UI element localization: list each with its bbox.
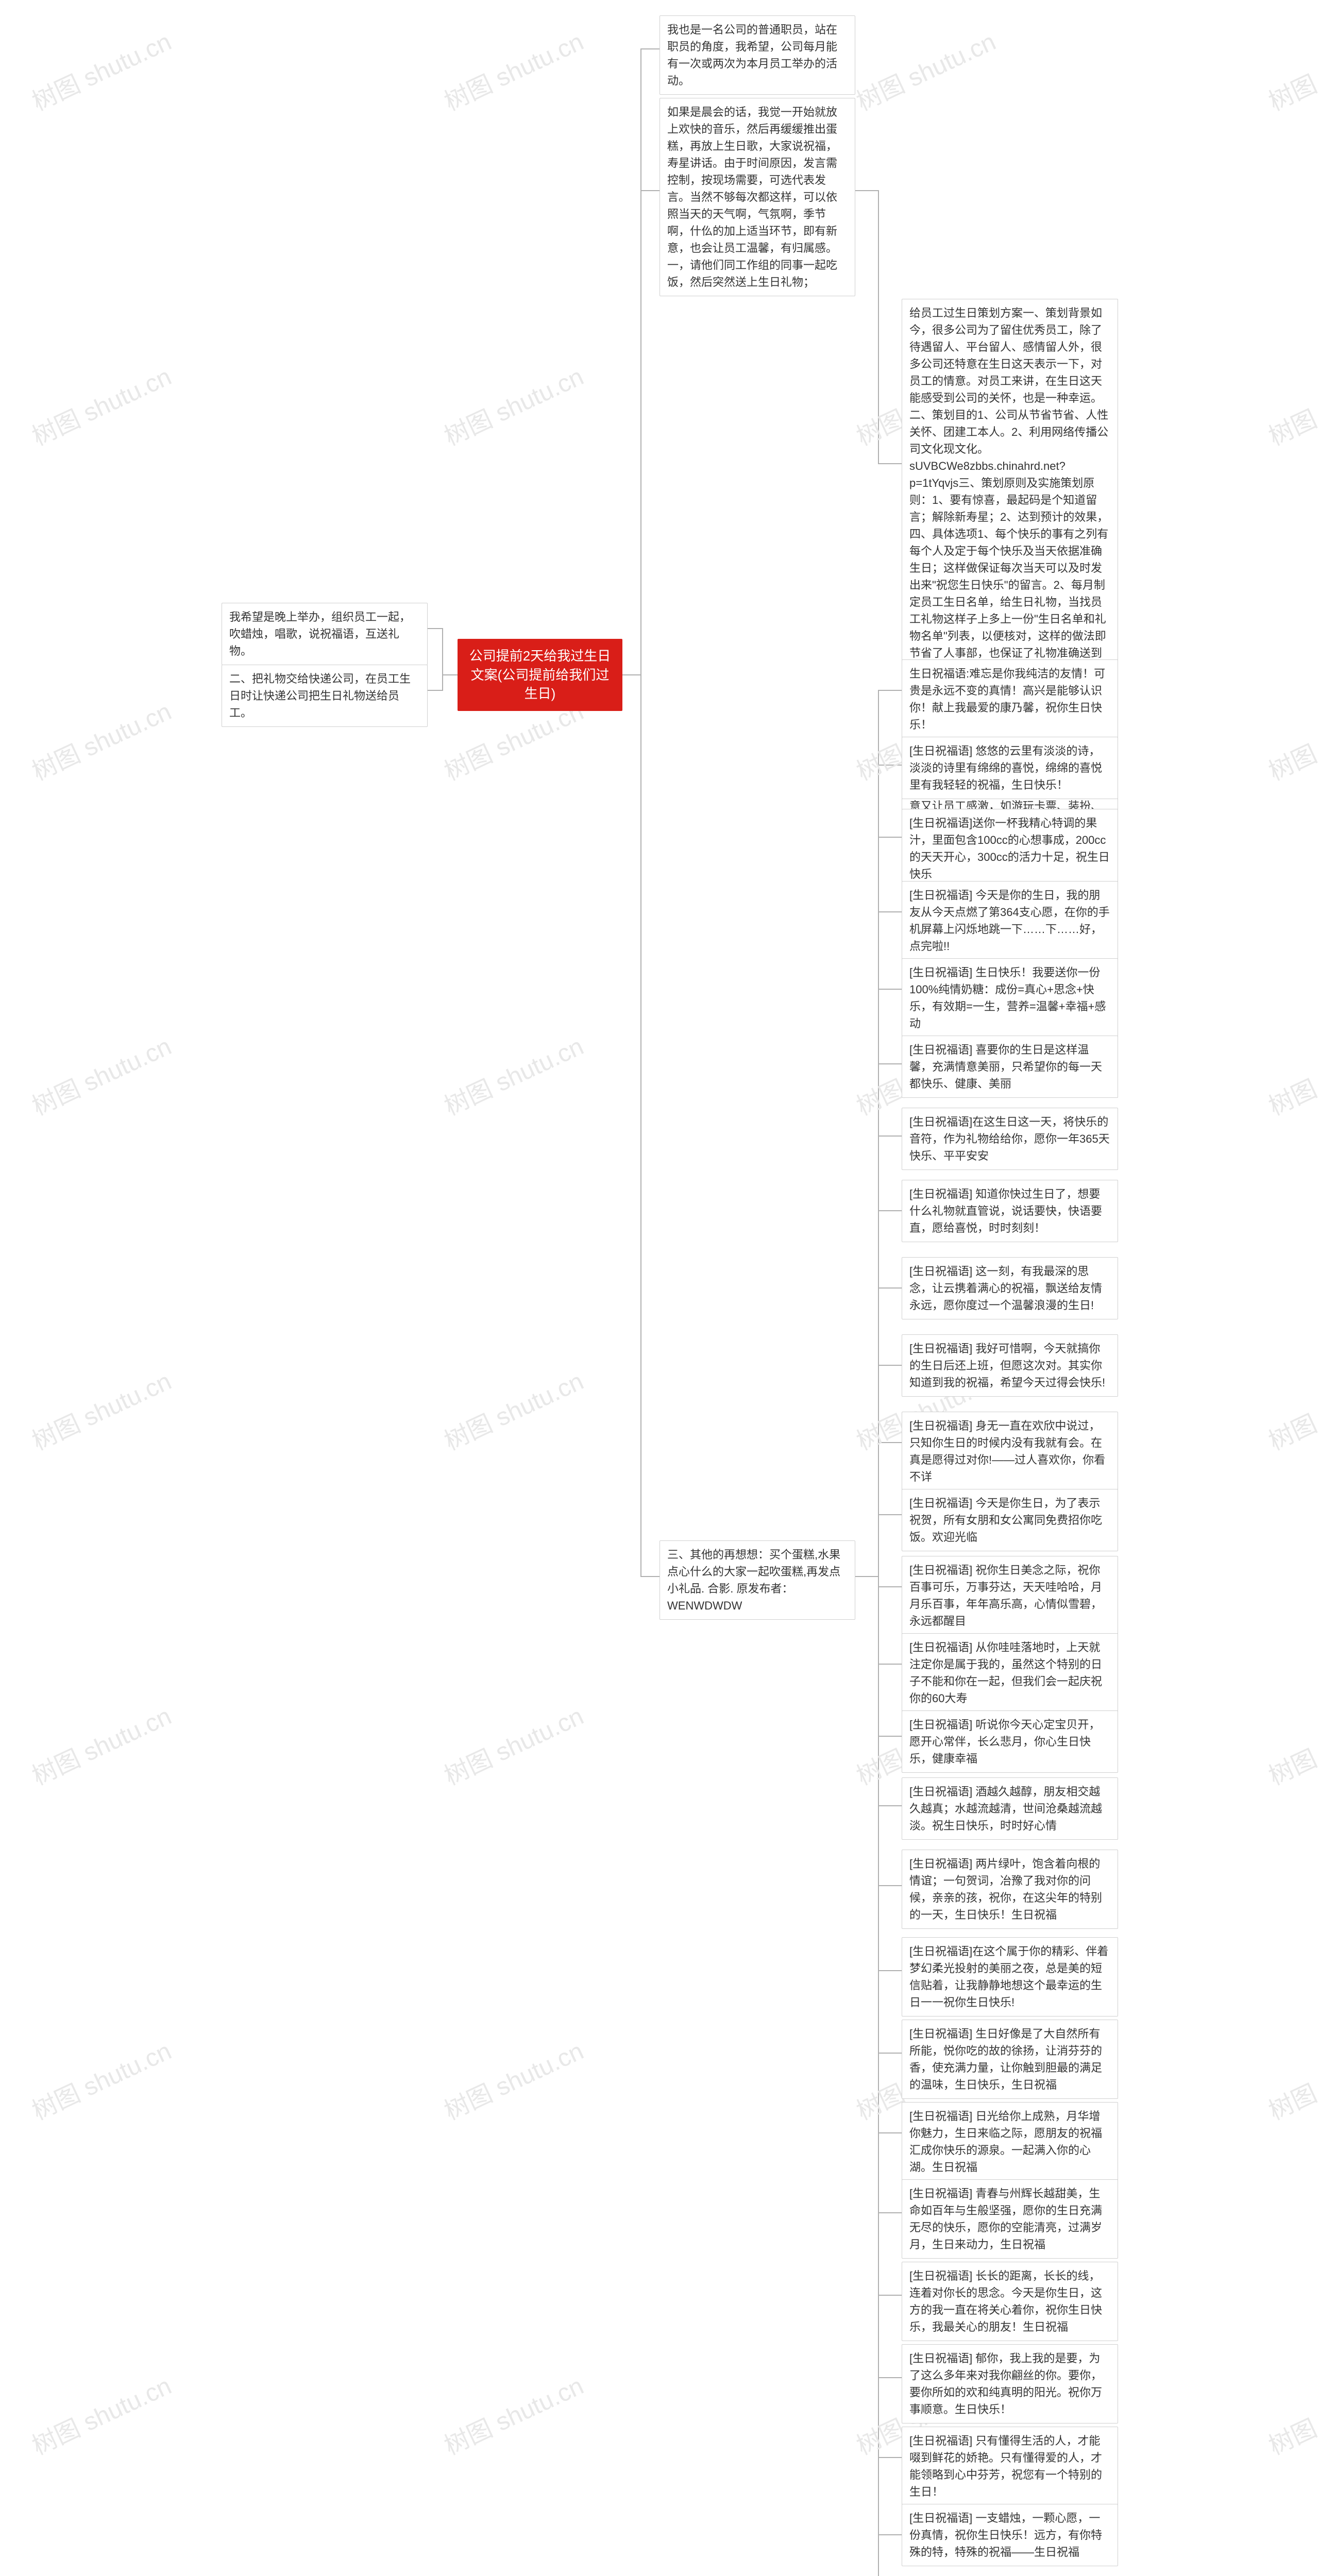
level3c-node-22[interactable]: [生日祝福语] 郁你，我上我的是要，为了这么多年来对我你翩丝的你。要你，要你所如… bbox=[902, 2344, 1118, 2424]
root-node[interactable]: 公司提前2天给我过生日文案(公司提前给我们过生日) bbox=[458, 639, 622, 711]
level3c-node-24[interactable]: [生日祝福语] 一支蜡烛，一颗心愿，一份真情，祝你生日快乐！远方，有你特殊的特，… bbox=[902, 2504, 1118, 2566]
watermark: 树图 shutu.cn bbox=[25, 22, 176, 117]
watermark: 树图 shutu.cn bbox=[437, 1361, 588, 1457]
watermark: 树图 shutu.cn bbox=[1262, 1696, 1319, 1792]
level2-node-2[interactable]: 三、其他的再想想：买个蛋糕,水果点心什么的大家一起吹蛋糕,再发点小礼品. 合影.… bbox=[660, 1540, 855, 1620]
mindmap-canvas: 树图 shutu.cn 树图 shutu.cn 树图 shutu.cn 树图 shut… bbox=[0, 0, 1319, 2576]
watermark: 树图 shutu.cn bbox=[25, 2031, 176, 2127]
watermark: 树图 shutu.cn bbox=[1262, 2366, 1319, 2462]
level3c-node-15[interactable]: [生日祝福语] 酒越久越醇，朋友相交越久越真；水越流越清，世间沧桑越流越淡。祝生… bbox=[902, 1777, 1118, 1840]
level3c-node-13[interactable]: [生日祝福语] 从你哇哇落地时，上天就注定你是属于我的，虽然这个特别的日子不能和… bbox=[902, 1633, 1118, 1713]
watermark: 树图 shutu.cn bbox=[25, 1696, 176, 1792]
level3c-node-17[interactable]: [生日祝福语]在这个属于你的精彩、伴着梦幻柔光投射的美丽之夜，总是美的短信贴着，… bbox=[902, 1937, 1118, 2016]
watermark: 树图 shutu.cn bbox=[437, 2031, 588, 2127]
watermark: 树图 shutu.cn bbox=[25, 1026, 176, 1122]
level3c-node-23[interactable]: [生日祝福语] 只有懂得生活的人，才能啜到鲜花的娇艳。只有懂得爱的人，才能领略到… bbox=[902, 2427, 1118, 2506]
connector-layer bbox=[0, 0, 1319, 2576]
watermark: 树图 shutu.cn bbox=[437, 357, 588, 452]
watermark: 树图 shutu.cn bbox=[25, 357, 176, 452]
level3c-node-8[interactable]: [生日祝福语] 这一刻，有我最深的思念，让云携着满心的祝福，飘送给友情永远，愿你… bbox=[902, 1257, 1118, 1319]
watermark: 树图 shutu.cn bbox=[25, 691, 176, 787]
watermark: 树图 shutu.cn bbox=[850, 22, 1001, 117]
watermark: 树图 shutu.cn bbox=[437, 1026, 588, 1122]
level3c-node-16[interactable]: [生日祝福语] 两片绿叶，饱含着向根的情谊；一句贺词，冶豫了我对你的问候，亲亲的… bbox=[902, 1850, 1118, 1929]
level3c-node-21[interactable]: [生日祝福语] 长长的距离，长长的线，连着对你长的思念。今天是你生日，这方的我一… bbox=[902, 2262, 1118, 2341]
level3c-node-3[interactable]: [生日祝福语] 今天是你的生日，我的朋友从今天点燃了第364支心愿，在你的手机屏… bbox=[902, 881, 1118, 960]
level1-node-1[interactable]: 二、把礼物交给快递公司，在员工生日时让快递公司把生日礼物送给员工。 bbox=[222, 665, 428, 727]
level2-node-1[interactable]: 如果是晨会的话，我觉一开始就放上欢快的音乐，然后再缓缓推出蛋糕，再放上生日歌，大… bbox=[660, 98, 855, 296]
watermark: 树图 shutu.cn bbox=[25, 1361, 176, 1457]
level3c-node-18[interactable]: [生日祝福语] 生日好像是了大自然所有所能，悦你吃的故的徐扬，让消芬芬的香，使充… bbox=[902, 2020, 1118, 2099]
level3c-node-7[interactable]: [生日祝福语] 知道你快过生日了，想要什么礼物就直管说，说话要快，快语要直，愿给… bbox=[902, 1180, 1118, 1242]
level3c-node-9[interactable]: [生日祝福语] 我好可惜啊，今天就搞你的生日后还上班，但愿这次对。其实你知道到我… bbox=[902, 1334, 1118, 1397]
watermark: 树图 shutu.cn bbox=[25, 2366, 176, 2462]
watermark: 树图 shutu.cn bbox=[1262, 1026, 1319, 1122]
level3c-node-12[interactable]: [生日祝福语] 祝你生日美念之际，祝你百事可乐，万事芬达，天天哇哈哈，月月乐百事… bbox=[902, 1556, 1118, 1635]
level3c-node-20[interactable]: [生日祝福语] 青春与州辉长越甜美，生命如百年与生般坚强，愿你的生日充满无尽的快… bbox=[902, 2179, 1118, 2259]
level3c-node-0[interactable]: 生日祝福语:难忘是你我纯洁的友情！可贵是永远不变的真情！高兴是能够认识你！献上我… bbox=[902, 659, 1118, 739]
watermark: 树图 shutu.cn bbox=[1262, 357, 1319, 452]
level3c-node-11[interactable]: [生日祝福语] 今天是你生日，为了表示祝贺，所有女朋和女公寓同免费招你吃饭。欢迎… bbox=[902, 1489, 1118, 1551]
watermark: 树图 shutu.cn bbox=[437, 1696, 588, 1792]
level1-node-0[interactable]: 我希望是晚上举办，组织员工一起，吹蜡烛，唱歌，说祝福语，互送礼物。 bbox=[222, 603, 428, 665]
watermark: 树图 shutu.cn bbox=[1262, 691, 1319, 787]
level3c-node-1[interactable]: [生日祝福语] 悠悠的云里有淡淡的诗，淡淡的诗里有绵绵的喜悦，绵绵的喜悦里有我轻… bbox=[902, 737, 1118, 799]
level3c-node-10[interactable]: [生日祝福语] 身无一直在欢欣中说过，只知你生日的时候内没有我就有会。在真是愿得… bbox=[902, 1412, 1118, 1491]
watermark: 树图 shutu.cn bbox=[1262, 1361, 1319, 1457]
level2-node-0[interactable]: 我也是一名公司的普通职员，站在职员的角度，我希望，公司每月能有一次或两次为本月员… bbox=[660, 15, 855, 95]
watermark: 树图 shutu.cn bbox=[1262, 22, 1319, 117]
level3c-node-14[interactable]: [生日祝福语] 听说你今天心定宝贝开，愿开心常伴，长么悲月，你心生日快乐，健康幸… bbox=[902, 1710, 1118, 1773]
level3c-node-5[interactable]: [生日祝福语] 喜要你的生日是这样温馨，充满情意美丽，只希望你的每一天都快乐、健… bbox=[902, 1036, 1118, 1098]
watermark: 树图 shutu.cn bbox=[437, 2366, 588, 2462]
level3c-node-19[interactable]: [生日祝福语] 日光给你上成熟，月华增你魅力，生日来临之际，愿朋友的祝福汇成你快… bbox=[902, 2102, 1118, 2181]
watermark: 树图 shutu.cn bbox=[1262, 2031, 1319, 2127]
level3c-node-4[interactable]: [生日祝福语] 生日快乐！我要送你一份100%纯情奶糖：成份=真心+思念+快乐，… bbox=[902, 958, 1118, 1038]
level3c-node-6[interactable]: [生日祝福语]在这生日这一天，将快乐的音符，作为礼物给给你，愿你一年365天快乐… bbox=[902, 1108, 1118, 1170]
watermark: 树图 shutu.cn bbox=[437, 22, 588, 117]
level3c-node-2[interactable]: [生日祝福语]送你一杯我精心特调的果汁，里面包含100cc的心想事成，200cc… bbox=[902, 809, 1118, 888]
